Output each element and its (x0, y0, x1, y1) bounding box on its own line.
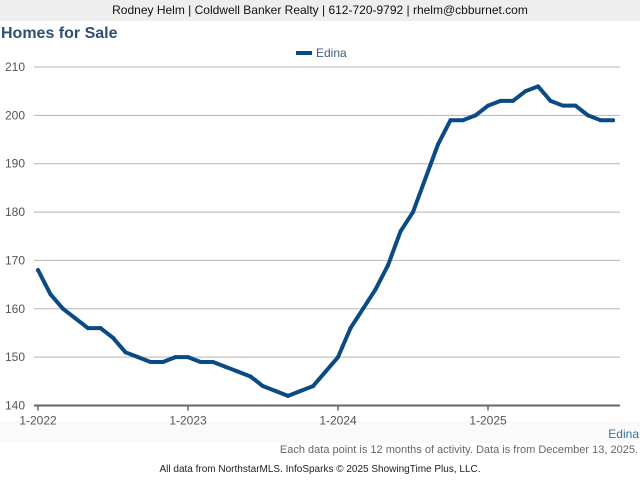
data-point[interactable] (173, 355, 178, 360)
data-point[interactable] (123, 350, 128, 355)
y-tick-label: 150 (5, 350, 25, 364)
data-point[interactable] (573, 103, 578, 108)
data-point[interactable] (361, 306, 365, 311)
data-point[interactable] (523, 89, 528, 94)
series-layer (36, 84, 615, 398)
data-point[interactable] (261, 384, 265, 389)
data-point[interactable] (136, 355, 140, 360)
data-point[interactable] (323, 369, 328, 374)
y-tick-label: 200 (5, 108, 25, 122)
data-note: Each data point is 12 months of activity… (279, 444, 638, 456)
data-point[interactable] (111, 335, 115, 340)
data-credit: All data from NorthstarMLS. InfoSparks ©… (159, 464, 481, 475)
data-point[interactable] (248, 374, 253, 379)
x-tick-label: 1-2022 (19, 414, 57, 426)
y-tick-label: 170 (5, 253, 25, 267)
y-tick-label: 180 (5, 205, 25, 219)
data-point[interactable] (36, 268, 40, 273)
data-point[interactable] (186, 355, 190, 360)
data-point[interactable] (386, 263, 390, 268)
data-point[interactable] (211, 359, 215, 364)
data-point[interactable] (223, 364, 228, 369)
x-tick-label: 1-2023 (169, 414, 207, 426)
data-point[interactable] (461, 118, 465, 123)
data-point[interactable] (198, 359, 203, 364)
data-point[interactable] (448, 118, 453, 123)
data-point[interactable] (598, 118, 603, 123)
contact-header: Rodney Helm | Coldwell Banker Realty | 6… (0, 0, 640, 21)
data-point[interactable] (473, 113, 478, 118)
x-tick-label: 1-2025 (469, 414, 507, 426)
legend-label-edina: Edina (316, 46, 347, 60)
y-tick-label: 210 (5, 60, 25, 74)
legend[interactable]: Edina (296, 46, 347, 60)
data-point[interactable] (236, 369, 240, 374)
series-line-edina[interactable] (36, 84, 615, 398)
data-point[interactable] (611, 118, 615, 123)
data-point[interactable] (86, 326, 90, 331)
x-axis: 1-2022 1-2023 1-2024 1-2025 (19, 404, 620, 426)
data-point[interactable] (511, 98, 515, 103)
data-point[interactable] (48, 292, 53, 297)
y-tick-label: 160 (5, 302, 25, 316)
data-point[interactable] (336, 355, 340, 360)
data-point[interactable] (286, 393, 290, 398)
footer-band (0, 421, 640, 443)
data-point[interactable] (548, 98, 553, 103)
data-point[interactable] (73, 316, 78, 321)
data-point[interactable] (436, 142, 440, 147)
data-point[interactable] (161, 359, 165, 364)
x-tick-label: 1-2024 (319, 414, 357, 426)
y-tick-label: 190 (5, 157, 25, 171)
data-point[interactable] (311, 384, 315, 389)
y-axis-ticks: 140 150 160 170 180 190 200 210 (5, 60, 25, 413)
data-point[interactable] (373, 287, 378, 292)
data-point[interactable] (98, 326, 103, 331)
data-point[interactable] (423, 176, 428, 181)
y-tick-label: 140 (5, 399, 25, 413)
data-point[interactable] (298, 388, 303, 393)
data-point[interactable] (586, 113, 590, 118)
grid-lines (34, 66, 620, 358)
chart-title: Homes for Sale (1, 25, 118, 42)
series-label[interactable]: Edina (608, 427, 639, 441)
data-point[interactable] (498, 98, 503, 103)
data-point[interactable] (148, 359, 153, 364)
data-point[interactable] (536, 84, 540, 89)
legend-swatch-edina (296, 51, 312, 55)
data-point[interactable] (273, 388, 278, 393)
data-point[interactable] (486, 103, 490, 108)
data-point[interactable] (561, 103, 565, 108)
data-point[interactable] (398, 229, 403, 234)
data-point[interactable] (61, 306, 65, 311)
data-point[interactable] (348, 326, 353, 331)
data-point[interactable] (411, 210, 415, 215)
